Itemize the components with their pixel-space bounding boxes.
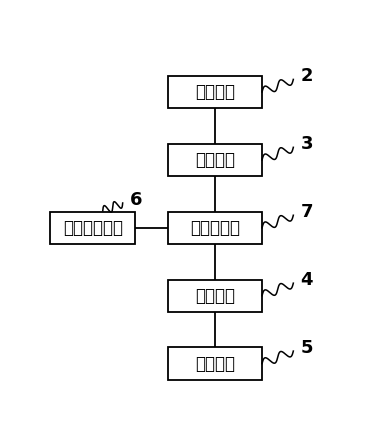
Bar bbox=[168, 76, 262, 108]
Text: 5: 5 bbox=[301, 339, 313, 357]
Bar bbox=[168, 212, 262, 244]
Text: 处理器模块: 处理器模块 bbox=[190, 219, 240, 237]
Text: 4: 4 bbox=[301, 271, 313, 289]
Bar bbox=[168, 280, 262, 312]
Bar bbox=[168, 348, 262, 380]
Text: 短程通信模块: 短程通信模块 bbox=[63, 219, 123, 237]
Text: 通讯模块: 通讯模块 bbox=[195, 355, 235, 373]
Text: 3: 3 bbox=[301, 135, 313, 153]
Bar bbox=[168, 144, 262, 176]
Bar bbox=[50, 212, 135, 244]
Text: 6: 6 bbox=[130, 191, 142, 209]
Text: 7: 7 bbox=[301, 203, 313, 221]
Text: 测温模块: 测温模块 bbox=[195, 83, 235, 101]
Text: 定位模块: 定位模块 bbox=[195, 287, 235, 305]
Text: 2: 2 bbox=[301, 67, 313, 85]
Text: 警示模块: 警示模块 bbox=[195, 151, 235, 169]
